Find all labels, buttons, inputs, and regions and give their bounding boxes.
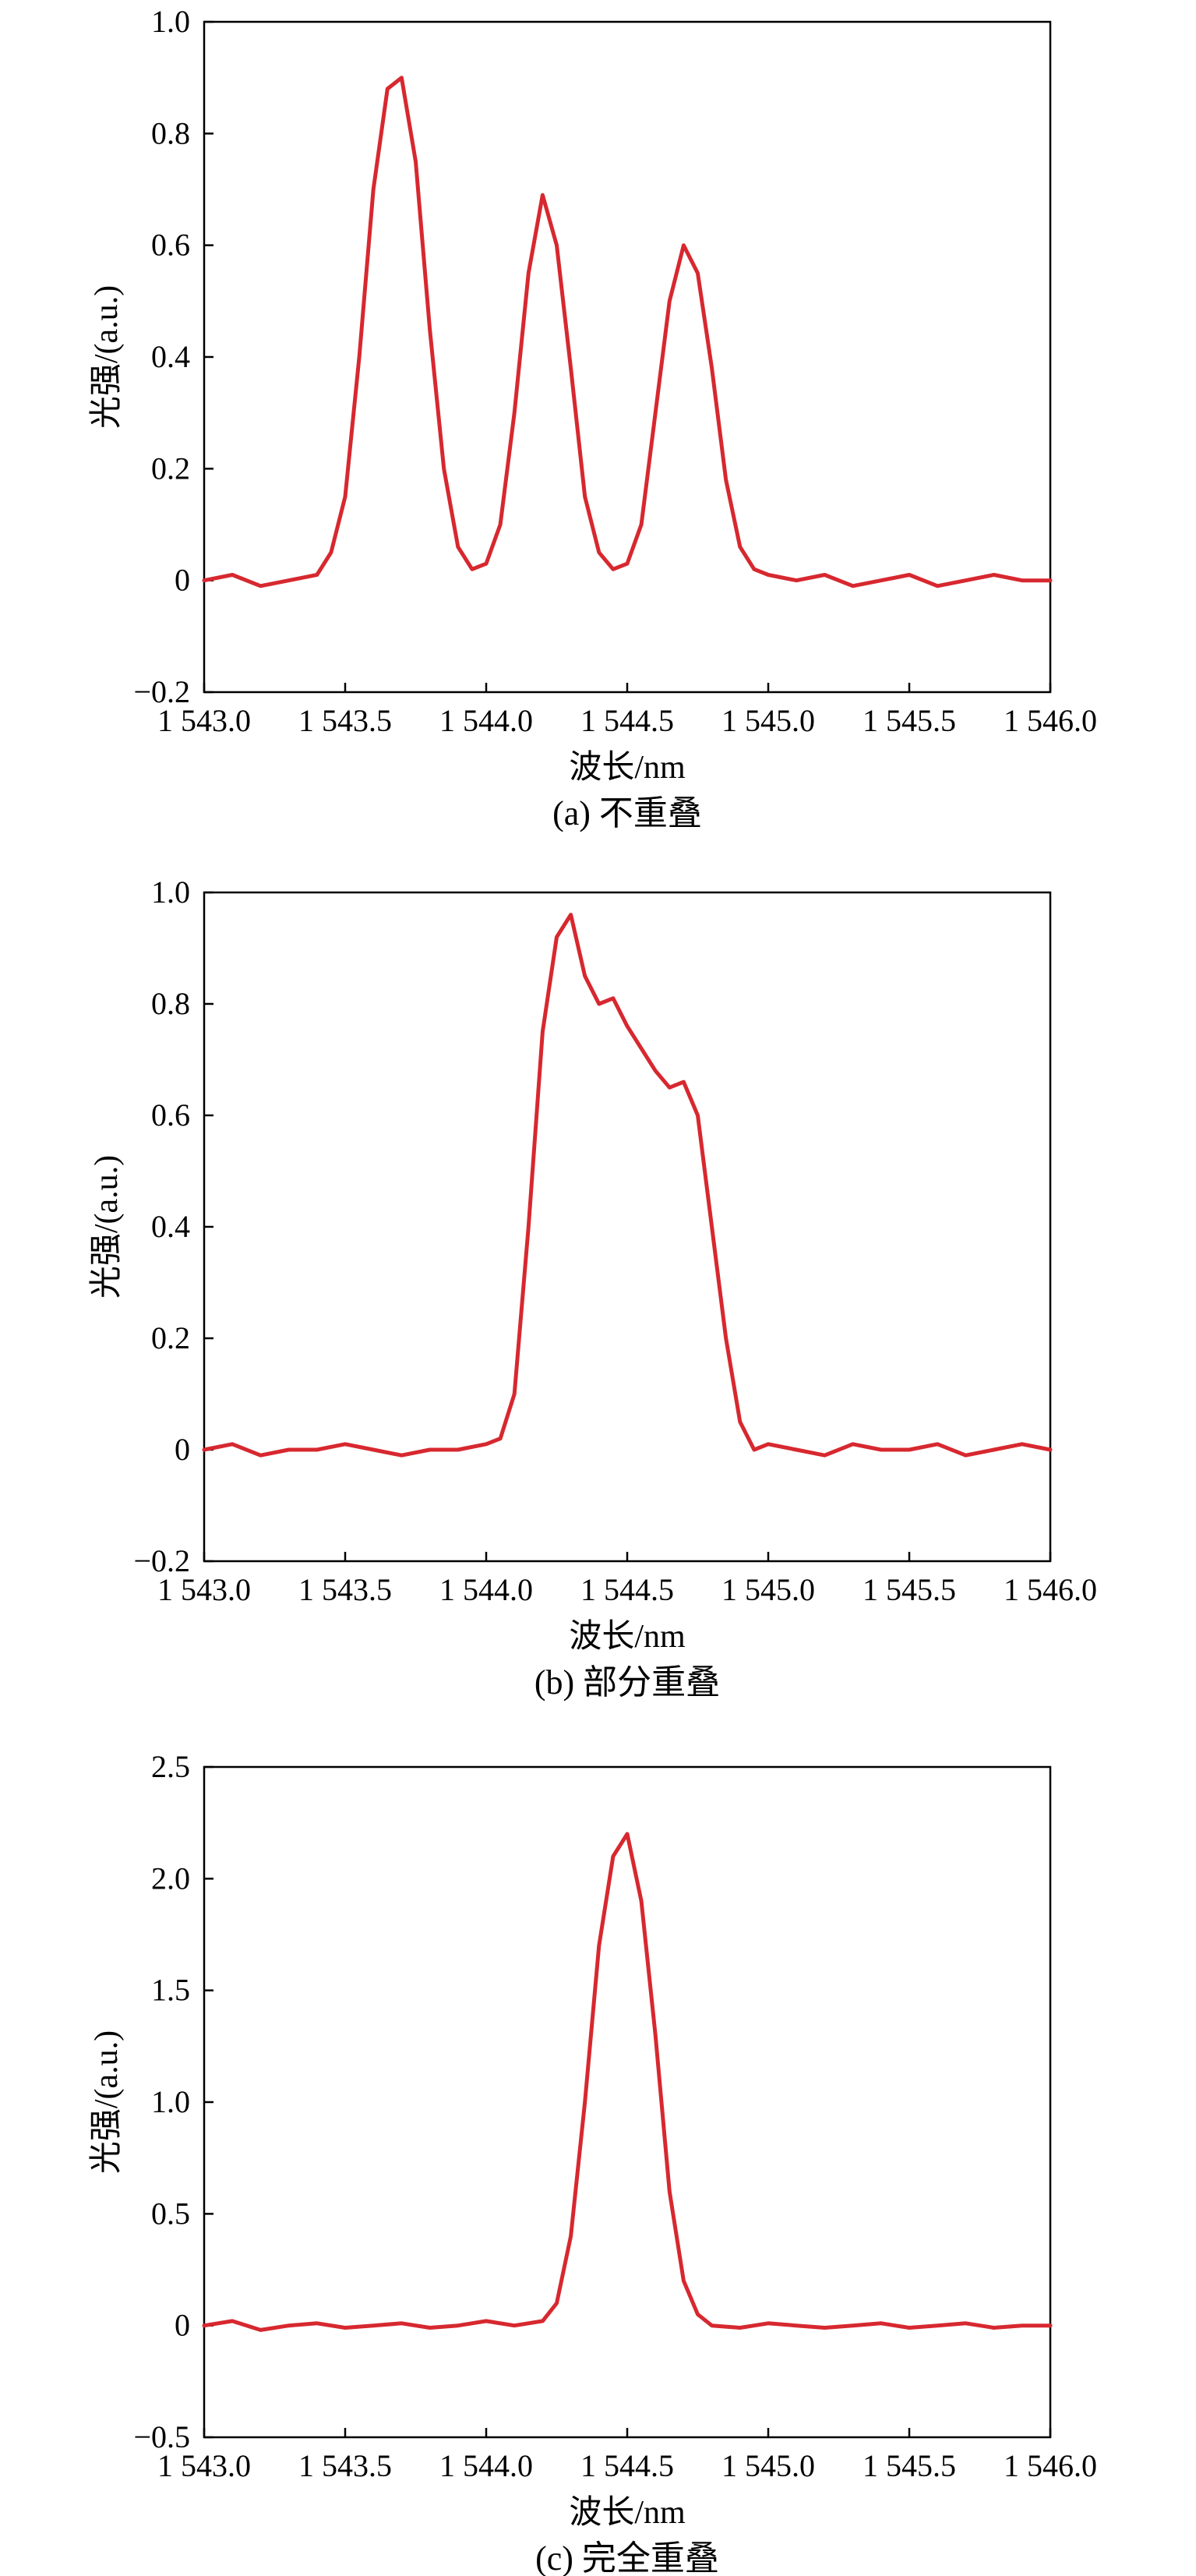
panel-caption: (a) 不重叠	[552, 794, 702, 832]
y-tick-label: 2.0	[151, 1860, 190, 1896]
y-axis-label: 光强/(a.u.)	[89, 2030, 125, 2174]
x-tick-label: 1 545.5	[863, 703, 956, 738]
y-tick-label: 1.0	[151, 2084, 190, 2119]
x-tick-label: 1 544.0	[439, 2448, 533, 2483]
x-tick-label: 1 545.5	[863, 2448, 956, 2483]
y-tick-label: 1.0	[151, 875, 190, 910]
y-axis-label: 光强/(a.u.)	[89, 1155, 125, 1299]
x-tick-label: 1 546.0	[1004, 1572, 1097, 1607]
series-line-1	[202, 913, 1053, 1458]
x-tick-label: 1 544.5	[580, 2448, 674, 2483]
y-tick-label: 0.2	[151, 1320, 190, 1355]
y-tick-label: 0.8	[151, 115, 190, 150]
y-tick-label: 0.6	[151, 228, 190, 263]
y-tick-label: −0.2	[133, 674, 190, 709]
x-tick-label: 1 546.0	[1004, 2448, 1097, 2483]
x-tick-label: 1 545.5	[863, 1572, 956, 1607]
y-tick-label: 0.2	[151, 451, 190, 486]
y-tick-label: 0.8	[151, 986, 190, 1021]
series-line-1	[202, 1832, 1053, 2332]
chart-panel-2: 1 543.0 1 543.5 1 544.0 1 544.5 1 545.0 1 545…	[89, 875, 1097, 1701]
x-tick-label: 1 544.0	[439, 703, 533, 738]
y-tick-label: 1.0	[151, 4, 190, 39]
y-tick-label: 0.6	[151, 1097, 190, 1133]
x-axis-label: 波长/nm	[569, 1619, 686, 1655]
x-tick-label: 1 545.0	[721, 1572, 815, 1607]
panel-caption: (c) 完全重叠	[535, 2539, 719, 2576]
plot-frame	[203, 891, 1052, 1563]
y-tick-label: 2.5	[151, 1749, 190, 1784]
x-axis-label: 波长/nm	[569, 2495, 686, 2531]
plot-frame	[203, 20, 1052, 694]
y-tick-label: 0.4	[151, 339, 190, 374]
x-tick-label: 1 543.5	[298, 703, 392, 738]
x-tick-label: 1 545.0	[721, 2448, 815, 2483]
x-tick-label: 1 543.5	[298, 2448, 392, 2483]
y-tick-label: −0.5	[133, 2419, 190, 2454]
x-tick-label: 1 546.0	[1004, 703, 1097, 738]
panel-caption: (b) 部分重叠	[534, 1663, 720, 1701]
chart-panel-1: 1 543.0 1 543.5 1 544.0 1 544.5 1 545.0 1 545…	[89, 4, 1097, 832]
plot-frame	[203, 1765, 1052, 2439]
y-axis-label: 光强/(a.u.)	[89, 285, 125, 429]
y-tick-label: 0.5	[151, 2196, 190, 2231]
x-axis-label: 波长/nm	[569, 750, 686, 786]
y-tick-label: 0.4	[151, 1209, 190, 1244]
x-tick-label: 1 543.0	[157, 1572, 251, 1607]
y-tick-label: 0	[175, 563, 190, 598]
chart-panel-3: 1 543.0 1 543.5 1 544.0 1 544.5 1 545.0 1 545…	[89, 1749, 1097, 2576]
y-tick-label: −0.2	[133, 1543, 190, 1578]
y-tick-label: 0	[175, 1432, 190, 1467]
x-tick-label: 1 543.0	[157, 2448, 251, 2483]
series-line-1	[202, 76, 1053, 588]
x-tick-label: 1 543.5	[298, 1572, 392, 1607]
x-tick-label: 1 545.0	[721, 703, 815, 738]
x-tick-label: 1 544.5	[580, 1572, 674, 1607]
x-tick-label: 1 544.0	[439, 1572, 533, 1607]
x-tick-label: 1 543.0	[157, 703, 251, 738]
x-tick-label: 1 544.5	[580, 703, 674, 738]
y-tick-label: 0	[175, 2308, 190, 2343]
y-tick-label: 1.5	[151, 1973, 190, 2008]
